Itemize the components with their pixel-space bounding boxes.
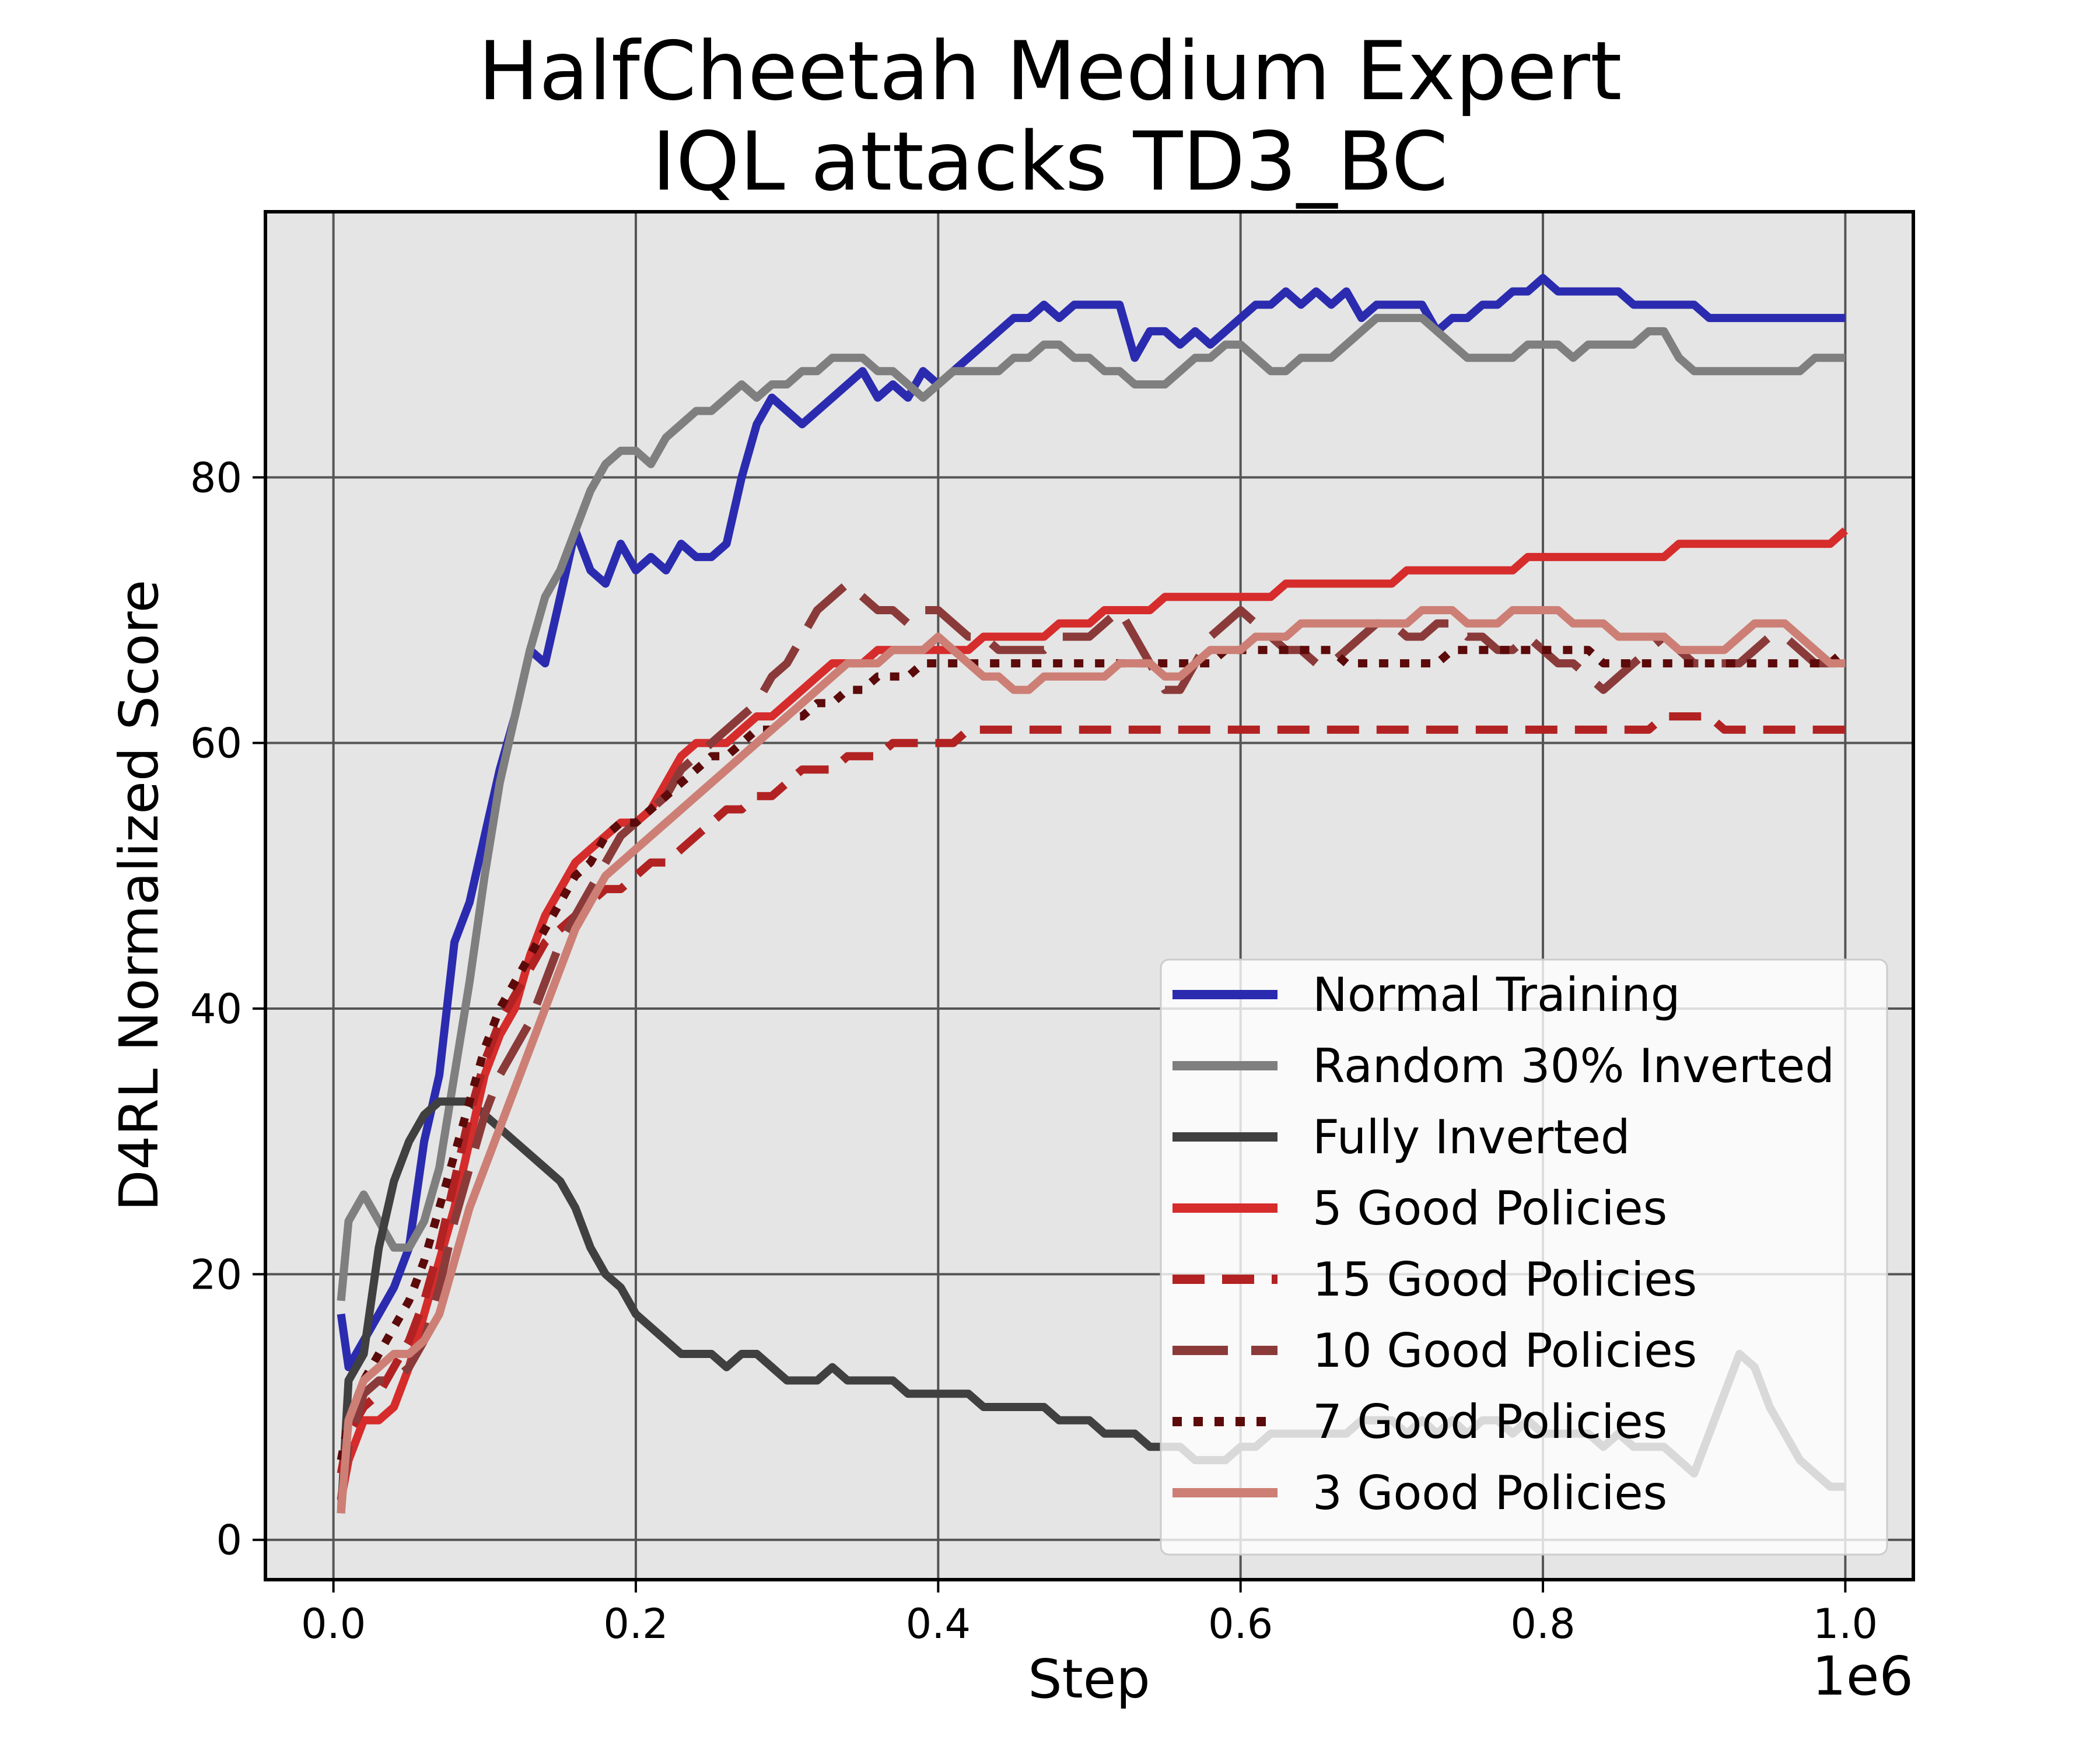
series-group: [337, 274, 1849, 1514]
x-tick-label: 0.2: [603, 1600, 668, 1648]
series-line-15-good-policies: [337, 712, 1846, 1475]
x-tick-label: 1.0: [1813, 1600, 1878, 1648]
y-tick-label: 60: [190, 720, 242, 768]
legend-label-normal-training: Normal Training: [1312, 968, 1681, 1022]
legend-label-7-good-policies: 7 Good Policies: [1312, 1395, 1667, 1449]
x-tick-label: 0.6: [1208, 1600, 1273, 1648]
legend-label-random-30-inverted: Random 30% Inverted: [1312, 1039, 1835, 1093]
y-tick-label: 80: [190, 454, 242, 502]
plot-frame: [264, 210, 1915, 1581]
chart-title-line-1: HalfCheetah Medium Expert: [478, 24, 1622, 118]
series-line-normal-training: [337, 274, 1846, 1371]
grid: [265, 212, 1913, 1580]
y-tick-label: 0: [216, 1517, 242, 1564]
legend-box: [1160, 958, 1888, 1556]
y-tick-label: 40: [190, 985, 242, 1033]
y-axis-label: D4RL Normalized Score: [108, 580, 170, 1211]
legend-label-3-good-policies: 3 Good Policies: [1312, 1466, 1667, 1520]
series-line-10-good-policies: [337, 579, 1846, 1501]
y-tick-label: 20: [190, 1251, 242, 1298]
ticks: 0.0 0.2 0.4 0.6 0.8 1.0 0 20 40 60 80: [190, 454, 1878, 1648]
series-line-random-30-inverted: [337, 314, 1846, 1301]
x-tick-label: 0.0: [301, 1600, 366, 1648]
x-axis-label: Step: [1028, 1648, 1150, 1710]
legend-label-fully-inverted: Fully Inverted: [1312, 1110, 1630, 1164]
series-line-5-good-policies: [337, 527, 1849, 1501]
series-line-3-good-policies: [337, 606, 1846, 1514]
chart-title-line-2: IQL attacks TD3_BC: [652, 114, 1448, 209]
legend-label-5-good-policies: 5 Good Policies: [1312, 1181, 1667, 1236]
legend-label-10-good-policies: 10 Good Policies: [1312, 1324, 1697, 1378]
x-tick-label: 0.4: [906, 1600, 971, 1648]
x-tick-label: 0.8: [1510, 1600, 1575, 1648]
x-axis-offset-label: 1e6: [1812, 1645, 1913, 1707]
legend-label-15-good-policies: 15 Good Policies: [1312, 1252, 1697, 1307]
legend: Normal Training Random 30% Inverted Fully …: [1160, 958, 1888, 1556]
